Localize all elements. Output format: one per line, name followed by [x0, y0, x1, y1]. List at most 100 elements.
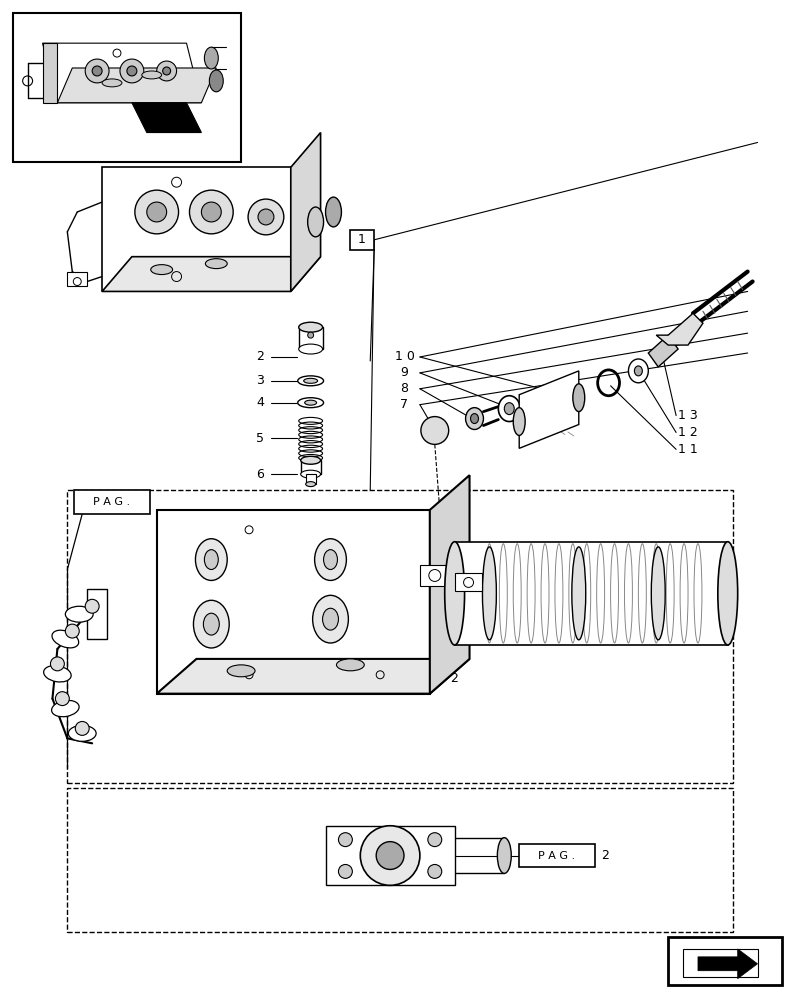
Ellipse shape [572, 547, 586, 640]
Ellipse shape [299, 344, 322, 354]
Ellipse shape [297, 398, 323, 408]
Ellipse shape [444, 542, 465, 645]
Ellipse shape [465, 408, 483, 429]
Polygon shape [683, 949, 758, 977]
Circle shape [85, 599, 99, 613]
Polygon shape [291, 133, 321, 291]
Text: 6: 6 [256, 468, 264, 481]
Circle shape [308, 332, 314, 338]
Ellipse shape [634, 366, 642, 376]
Ellipse shape [102, 79, 122, 87]
Polygon shape [132, 103, 201, 133]
Ellipse shape [336, 659, 364, 671]
Ellipse shape [305, 400, 317, 405]
Ellipse shape [196, 539, 227, 580]
Ellipse shape [193, 600, 229, 648]
Circle shape [360, 826, 420, 885]
Circle shape [147, 202, 166, 222]
Ellipse shape [205, 259, 227, 269]
Text: 5: 5 [256, 432, 264, 445]
Text: 1 0: 1 0 [395, 350, 415, 363]
Circle shape [162, 67, 170, 75]
Bar [67, 490, 733, 783]
Ellipse shape [52, 630, 78, 648]
Polygon shape [157, 510, 430, 694]
Ellipse shape [227, 665, 255, 677]
Text: 3: 3 [256, 374, 264, 387]
Ellipse shape [314, 539, 347, 580]
Bar [326, 826, 455, 885]
Bar [299, 327, 322, 349]
Bar [351, 230, 374, 250]
Ellipse shape [470, 414, 478, 424]
Bar [74, 490, 149, 514]
Circle shape [190, 190, 234, 234]
Circle shape [427, 833, 442, 847]
Circle shape [258, 209, 274, 225]
Circle shape [427, 864, 442, 878]
Ellipse shape [301, 456, 321, 464]
Ellipse shape [629, 359, 648, 383]
Polygon shape [430, 475, 469, 694]
Polygon shape [648, 335, 678, 367]
Polygon shape [102, 167, 291, 291]
Circle shape [339, 864, 352, 878]
Text: 8: 8 [400, 382, 408, 395]
Polygon shape [157, 659, 469, 694]
Bar [420, 565, 450, 586]
Text: P A G .: P A G . [94, 497, 131, 507]
Ellipse shape [151, 265, 173, 275]
Text: 1 3: 1 3 [678, 409, 698, 422]
Circle shape [92, 66, 102, 76]
Ellipse shape [52, 700, 79, 717]
Ellipse shape [513, 408, 525, 435]
Ellipse shape [326, 197, 342, 227]
Ellipse shape [573, 384, 585, 412]
Circle shape [65, 624, 79, 638]
Ellipse shape [299, 322, 322, 332]
Ellipse shape [651, 547, 665, 640]
Polygon shape [57, 68, 217, 103]
Ellipse shape [204, 613, 219, 635]
Ellipse shape [301, 470, 321, 478]
Circle shape [157, 61, 177, 81]
Circle shape [85, 59, 109, 83]
Ellipse shape [308, 207, 323, 237]
Polygon shape [656, 313, 703, 345]
Circle shape [75, 721, 89, 735]
Ellipse shape [504, 403, 514, 415]
Polygon shape [698, 949, 758, 979]
Bar [67, 788, 733, 932]
Circle shape [135, 190, 179, 234]
Ellipse shape [142, 71, 162, 79]
Ellipse shape [313, 595, 348, 643]
Text: P A G .: P A G . [538, 851, 575, 861]
Text: 4: 4 [256, 396, 264, 409]
Ellipse shape [305, 482, 316, 487]
Ellipse shape [297, 376, 323, 386]
Polygon shape [87, 589, 107, 639]
Circle shape [201, 202, 221, 222]
Ellipse shape [304, 378, 318, 383]
Polygon shape [43, 43, 57, 103]
Polygon shape [520, 371, 579, 448]
Bar [301, 460, 321, 474]
Text: 7: 7 [400, 398, 408, 411]
Circle shape [127, 66, 137, 76]
Text: 1 1: 1 1 [678, 443, 698, 456]
Ellipse shape [204, 47, 218, 69]
Bar [305, 474, 316, 484]
Circle shape [248, 199, 284, 235]
Text: 2: 2 [450, 672, 457, 685]
Ellipse shape [209, 70, 223, 92]
Bar [520, 844, 595, 867]
Ellipse shape [322, 608, 339, 630]
Circle shape [339, 833, 352, 847]
Ellipse shape [482, 547, 496, 640]
Bar [67, 272, 87, 286]
Ellipse shape [69, 725, 96, 741]
Polygon shape [455, 542, 728, 645]
Polygon shape [102, 257, 321, 291]
Ellipse shape [65, 606, 93, 622]
Text: 1: 1 [357, 233, 365, 246]
